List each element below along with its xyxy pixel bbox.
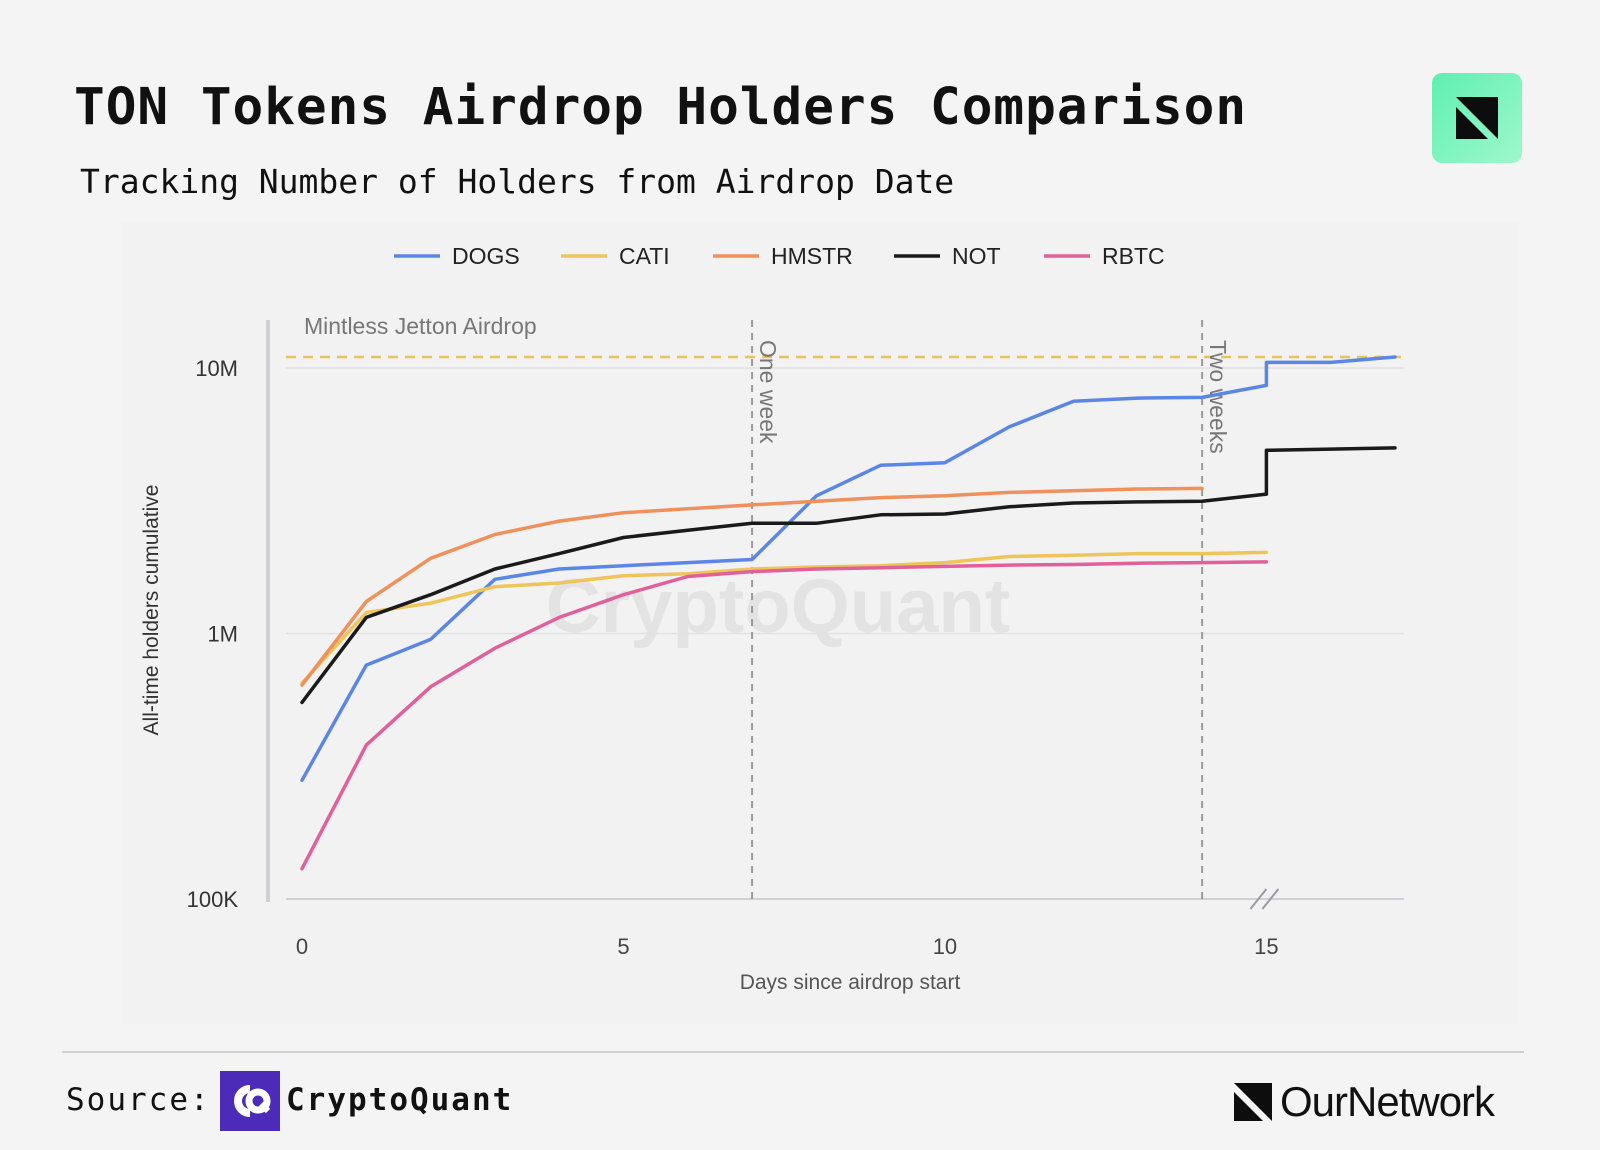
series-line-not — [300, 446, 1397, 705]
legend-label-hmstr: HMSTR — [771, 243, 853, 269]
x-tick-label: 10 — [933, 934, 957, 959]
publisher-name: OurNetwork — [1280, 1078, 1495, 1125]
ournetwork-badge-icon — [1432, 73, 1522, 163]
x-tick-label: 0 — [296, 934, 308, 959]
holders-line-chart: CryptoQuant 100K 1M 10M 0 5 10 15 Days since air… — [140, 243, 1404, 994]
ournetwork-footer-logo-icon — [1234, 1083, 1272, 1121]
chart-panel: CryptoQuant 100K 1M 10M 0 5 10 15 Days since air… — [122, 222, 1518, 1024]
chart-watermark: CryptoQuant — [546, 564, 1010, 649]
reference-label-mintless: Mintless Jetton Airdrop — [304, 313, 537, 339]
x-axis-label: Days since airdrop start — [740, 971, 961, 994]
series-line-cati — [300, 550, 1269, 685]
y-tick-label: 100K — [187, 887, 239, 912]
page-subtitle: Tracking Number of Holders from Airdrop … — [80, 162, 955, 201]
legend-label-not: NOT — [952, 243, 1001, 269]
x-tick-label: 5 — [617, 934, 629, 959]
series-line-rbtc — [300, 560, 1269, 871]
source-name: CryptoQuant — [286, 1082, 514, 1118]
y-tick-label: 10M — [195, 356, 238, 381]
reference-label-vertical: One week — [755, 340, 781, 444]
legend-label-cati: CATI — [619, 243, 670, 269]
ournetwork-logo-icon — [1456, 97, 1498, 139]
series-line-dogs — [300, 355, 1397, 783]
series-line-hmstr — [300, 486, 1204, 687]
source-label: Source: — [66, 1082, 211, 1118]
cryptoquant-logo-icon — [220, 1071, 280, 1131]
legend-label-dogs: DOGS — [452, 243, 520, 269]
axis-break-mark — [1249, 888, 1268, 910]
y-tick-label: 1M — [207, 622, 238, 647]
page-title: TON Tokens Airdrop Holders Comparison — [74, 78, 1248, 137]
axis-break-mark — [1261, 888, 1280, 910]
legend-label-rbtc: RBTC — [1102, 243, 1165, 269]
footer-divider — [62, 1051, 1524, 1053]
y-axis-label: All-time holders cumulative — [140, 485, 163, 736]
x-tick-label: 15 — [1254, 934, 1278, 959]
